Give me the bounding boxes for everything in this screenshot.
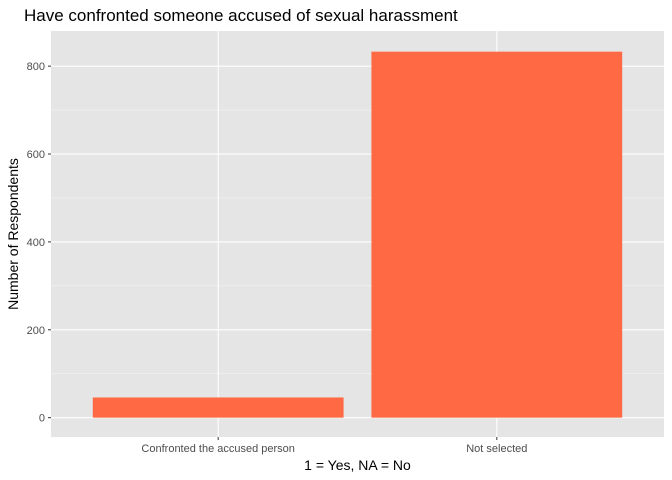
y-tick-label: 600 [27,149,45,161]
bar-confronted-the-accused-person [92,397,344,418]
chart-title: Have confronted someone accused of sexua… [24,6,458,25]
x-tick-label: Not selected [466,443,527,455]
x-tick-label: Confronted the accused person [141,443,295,455]
x-axis: Confronted the accused person Not selecte… [141,437,527,455]
bar-not-selected [371,51,623,418]
y-axis: 0 200 400 600 800 [27,61,51,425]
y-axis-title: Number of Respondents [5,158,21,310]
y-tick-label: 200 [27,325,45,337]
y-tick-label: 0 [39,413,45,425]
y-tick-label: 800 [27,61,45,73]
y-tick-label: 400 [27,237,45,249]
bars [92,51,623,418]
x-axis-title: 1 = Yes, NA = No [304,457,411,473]
